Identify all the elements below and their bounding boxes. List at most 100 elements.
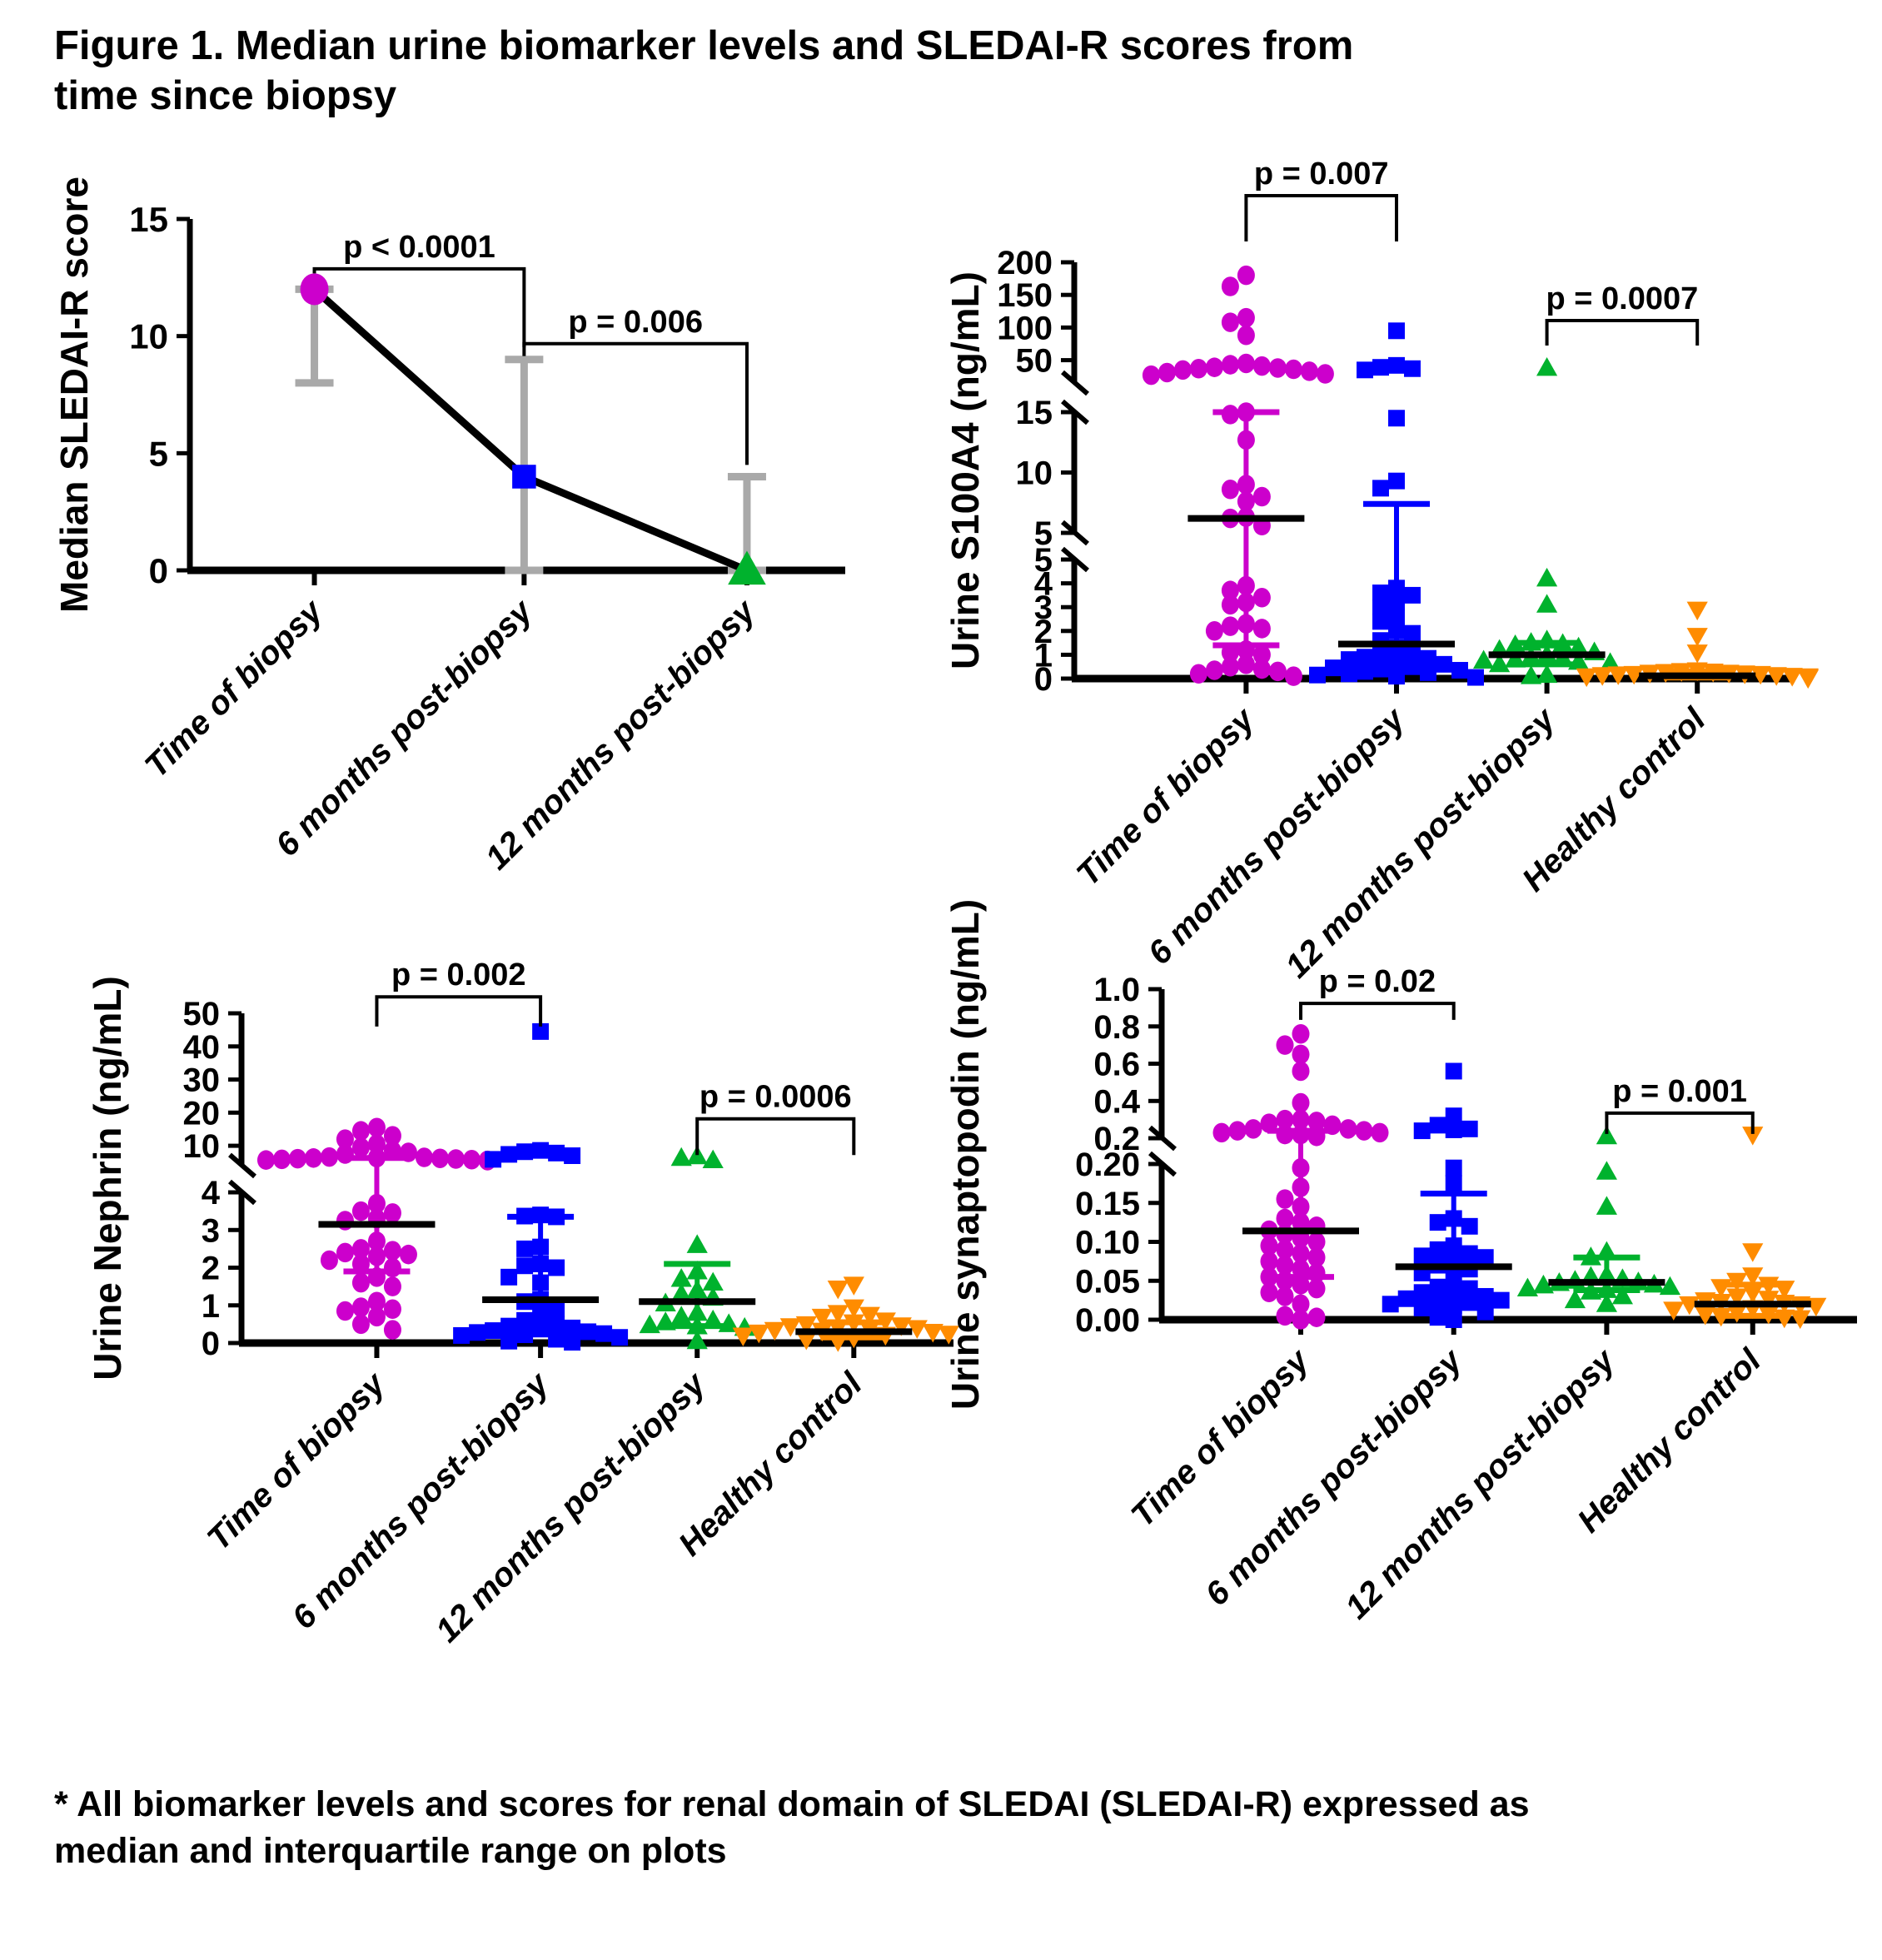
axis-break — [228, 1179, 256, 1206]
data-point — [1388, 594, 1405, 611]
figure-footnote: * All biomarker levels and scores for re… — [54, 1782, 1853, 1875]
data-point — [1686, 644, 1708, 664]
data-point — [320, 1147, 338, 1167]
data-point — [906, 1320, 928, 1339]
p-value-label: p = 0.006 — [568, 305, 703, 340]
y-axis-label: Urine Nephrin (ng/mL) — [86, 976, 129, 1380]
significance-bracket — [375, 995, 543, 1027]
data-point — [1307, 1127, 1326, 1147]
y-tick-label: 30 — [183, 1062, 221, 1099]
data-point — [1221, 616, 1239, 636]
data-point — [1467, 669, 1484, 686]
data-point — [532, 1022, 550, 1040]
data-point — [1221, 594, 1239, 615]
data-point — [1276, 1286, 1294, 1306]
data-point — [1292, 1109, 1310, 1130]
data-point — [1260, 1266, 1278, 1287]
data-point — [1445, 1268, 1462, 1286]
figure-title-line1: Figure 1. Median urine biomarker levels … — [54, 23, 1354, 68]
axis-break — [1061, 399, 1089, 425]
y-tick-label: 50 — [1016, 343, 1053, 380]
data-point — [1532, 1274, 1554, 1294]
axis-break — [1148, 1151, 1177, 1177]
synaptopodin-chart: 0.000.050.100.150.200.20.40.60.81.0Time … — [943, 899, 1857, 1626]
y-tick-label: 150 — [997, 277, 1053, 314]
data-point — [1292, 1310, 1310, 1330]
data-point — [874, 1312, 896, 1331]
x-axis-label: 12 months post-biopsy — [1278, 700, 1563, 985]
data-point — [1237, 430, 1255, 450]
data-point — [702, 1149, 724, 1169]
axis-break — [1061, 520, 1089, 546]
data-point — [516, 1257, 534, 1275]
data-point — [1205, 660, 1223, 680]
data-point — [532, 1321, 550, 1338]
data-point — [1774, 1281, 1795, 1300]
y-tick-label: 10 — [129, 317, 168, 356]
data-point — [399, 1142, 417, 1162]
p-value-label: p = 0.007 — [1254, 157, 1389, 192]
data-point — [1564, 1289, 1586, 1309]
data-point — [1521, 665, 1542, 684]
data-point — [1221, 355, 1239, 375]
data-point — [670, 1306, 692, 1325]
data-point — [655, 1311, 676, 1331]
data-point — [1276, 1124, 1294, 1145]
data-point — [1372, 480, 1389, 497]
median-point — [512, 465, 536, 489]
y-axis-label: Urine S100A4 (ng/mL) — [943, 271, 987, 669]
data-point — [718, 1313, 739, 1332]
data-point — [351, 1201, 370, 1221]
data-point — [827, 1333, 849, 1352]
y-tick-label: 0 — [149, 551, 168, 590]
data-point — [922, 1323, 943, 1343]
data-point — [1536, 356, 1558, 376]
data-point — [1292, 1259, 1310, 1279]
data-point — [843, 1299, 864, 1319]
data-point — [1276, 1035, 1294, 1055]
y-tick-label: 3 — [202, 1212, 220, 1249]
y-tick-label: 0.20 — [1075, 1147, 1140, 1183]
data-point — [1142, 365, 1160, 386]
data-point — [1388, 654, 1405, 670]
axis-break — [1061, 546, 1089, 573]
data-point — [748, 1324, 769, 1344]
data-point — [1260, 1113, 1278, 1133]
y-tick-label: 5 — [149, 434, 168, 473]
data-point — [1797, 669, 1819, 689]
significance-bracket — [1605, 1111, 1755, 1134]
data-point — [1388, 580, 1405, 597]
data-point — [1404, 624, 1421, 642]
y-tick-label: 20 — [183, 1095, 221, 1132]
data-point — [1357, 663, 1373, 680]
data-point — [686, 1261, 708, 1280]
data-point — [639, 1314, 660, 1334]
data-point — [548, 1331, 565, 1348]
data-point — [1404, 360, 1421, 377]
data-point — [1388, 410, 1405, 427]
x-axis-label: 12 months post-biopsy — [1338, 1341, 1623, 1626]
data-point — [500, 1332, 518, 1350]
data-point — [1388, 608, 1405, 625]
data-point — [1292, 1157, 1310, 1178]
data-point — [843, 1314, 864, 1334]
data-point — [1189, 358, 1207, 379]
data-point — [1461, 1217, 1478, 1235]
p-value-label: p = 0.0006 — [700, 1080, 852, 1115]
p-value-label: p < 0.0001 — [343, 230, 495, 265]
data-point — [1260, 1236, 1278, 1256]
y-tick-label: 0.05 — [1075, 1263, 1140, 1300]
data-point — [1686, 601, 1708, 621]
data-point — [1445, 1107, 1462, 1125]
data-point — [1663, 1301, 1685, 1321]
data-point — [1710, 1279, 1732, 1298]
data-point — [1596, 1161, 1617, 1180]
data-point — [1429, 1309, 1446, 1326]
data-point — [1742, 1127, 1764, 1146]
data-point — [1710, 1307, 1732, 1327]
data-point — [1292, 1212, 1310, 1232]
data-point — [532, 1256, 550, 1272]
data-point — [1445, 1159, 1462, 1176]
data-point — [1237, 639, 1255, 660]
